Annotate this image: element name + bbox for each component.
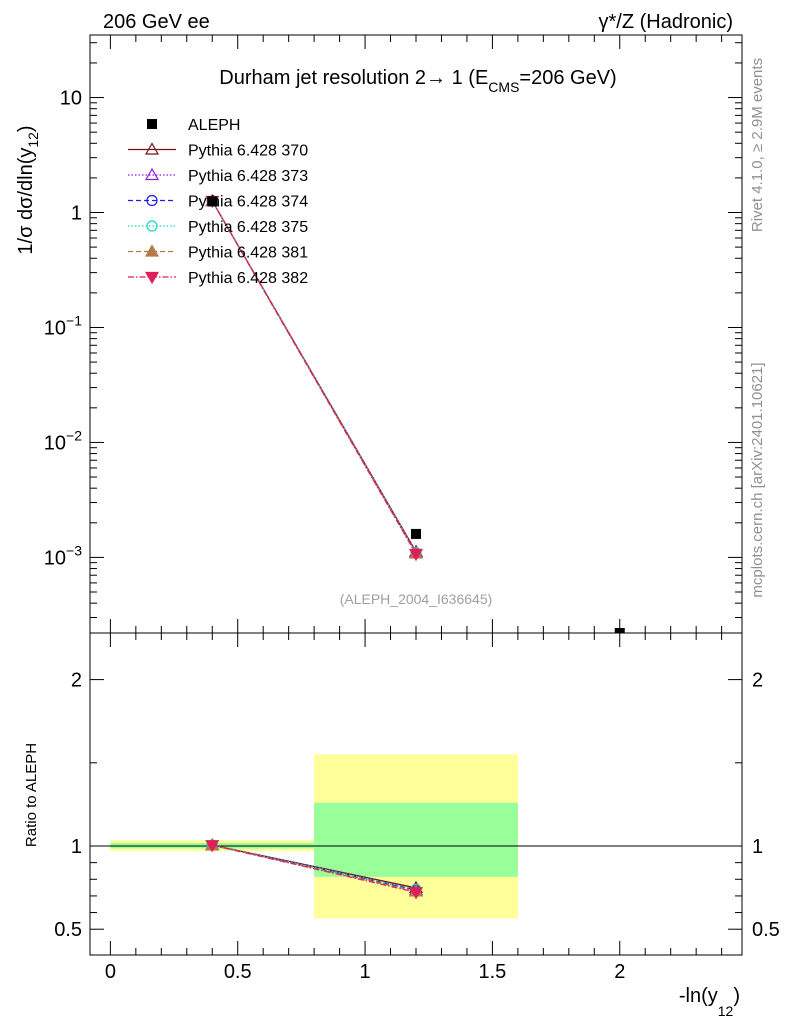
ratio-y-tick-label-right: 1	[752, 836, 763, 858]
ratio-uncertainty-bands	[110, 754, 518, 919]
legend-marker-pythia-6-428-375	[146, 220, 158, 232]
x-tick-label: 2	[614, 961, 625, 983]
ratio-y-tick-label-right: 2	[752, 670, 763, 692]
x-tick-label: 1	[360, 961, 371, 983]
plot-title-main: Durham jet resolution 2→ 1 (E	[219, 67, 488, 89]
main-y-axis-label-sub: 12	[25, 132, 41, 148]
mcplots-label: mcplots.cern.ch [arXiv:2401.10621]	[749, 362, 766, 597]
ratio-y-tick-label-left: 2	[71, 670, 82, 692]
ratio-y-tick-label-left: 1	[71, 836, 82, 858]
ratio-panel: 0.5 0.51 12 20 0.5 1 1.5 2 Ratio to ALEPH -ln(y…	[23, 632, 780, 1019]
x-axis-label-sub: 12	[718, 1003, 734, 1019]
series-line-pythia-6-428-382	[211, 200, 417, 555]
legend-marker-aleph	[147, 119, 157, 129]
analysis-watermark: (ALEPH_2004_I636645)	[340, 591, 493, 607]
legend-marker-pythia-6-428-381	[144, 244, 160, 257]
main-y-tick-label: 10−3	[44, 542, 82, 569]
x-axis-label-tail: )	[733, 985, 740, 1007]
main-y-tick-label: 10−2	[44, 427, 82, 454]
legend-label-aleph: ALEPH	[188, 117, 240, 134]
legend-label-pythia-6-428-381: Pythia 6.428 381	[188, 245, 308, 262]
data-point-aleph	[614, 628, 625, 633]
ratio-plot-frame	[89, 632, 743, 956]
header-left: 206 GeV ee	[103, 11, 210, 33]
rivet-label: Rivet 4.1.0, ≥ 2.9M events	[749, 58, 766, 232]
x-tick-label: 0.5	[224, 961, 252, 983]
ratio-y-tick-label-left: 0.5	[54, 919, 82, 941]
ratio-series-layer	[205, 837, 424, 900]
legend: ALEPH Pythia 6.428 370 Pythia 6.428 373 Pyt…	[128, 117, 308, 287]
main-panel: Durham jet resolution 2→ 1 (ECMS=206 GeV…	[15, 34, 743, 634]
main-y-axis-label: 1/σ dσ/dln(y12)	[15, 125, 41, 254]
x-tick-label: 1.5	[479, 961, 507, 983]
x-axis-label: -ln(y12)	[679, 985, 740, 1019]
main-axis-ticks: 10 1 10−1 10−2 10−3	[44, 35, 742, 633]
header-right: γ*/Z (Hadronic)	[599, 11, 733, 33]
main-y-axis-label-tail: )	[15, 125, 37, 132]
uncertainty-band-inner	[314, 802, 518, 877]
legend-marker-pythia-6-428-374	[146, 194, 158, 207]
data-point-aleph	[411, 528, 421, 539]
ratio-point-pythia-6-428-382	[408, 887, 424, 900]
plot-title: Durham jet resolution 2→ 1 (ECMS=206 GeV…	[219, 67, 616, 95]
legend-marker-pythia-6-428-373	[144, 167, 160, 181]
legend-label-pythia-6-428-373: Pythia 6.428 373	[188, 168, 308, 185]
legend-label-pythia-6-428-375: Pythia 6.428 375	[188, 219, 308, 236]
ratio-y-tick-label-right: 0.5	[752, 919, 780, 941]
main-y-tick-label: 10−1	[44, 312, 82, 339]
main-series-layer	[205, 193, 625, 633]
main-y-tick-label: 1	[71, 203, 82, 225]
ratio-point-pythia-6-428-382	[205, 840, 220, 853]
legend-label-pythia-6-428-382: Pythia 6.428 382	[188, 270, 308, 287]
ratio-axis-ticks: 0.5 0.5 1 1 2 2 0 0.5 1 1.5 2	[54, 633, 780, 983]
legend-label-pythia-6-428-374: Pythia 6.428 374	[188, 194, 308, 211]
ratio-line-pythia-6-428-382	[212, 844, 417, 893]
plot-title-sub: CMS	[488, 79, 519, 95]
series-point-pythia-6-428-382	[408, 548, 424, 562]
x-tick-label: 0	[105, 961, 116, 983]
legend-label-pythia-6-428-370: Pythia 6.428 370	[188, 143, 308, 160]
main-y-tick-label: 10	[60, 88, 82, 110]
plot-title-tail: =206 GeV)	[519, 67, 616, 89]
legend-marker-pythia-6-428-370	[144, 142, 160, 155]
x-axis-label-main: -ln(y	[679, 985, 718, 1007]
data-point-aleph	[207, 196, 218, 207]
legend-marker-pythia-6-428-382	[144, 271, 160, 285]
main-y-axis-label-main: 1/σ dσ/dln(y	[15, 148, 37, 255]
ratio-y-axis-label: Ratio to ALEPH	[23, 743, 40, 847]
